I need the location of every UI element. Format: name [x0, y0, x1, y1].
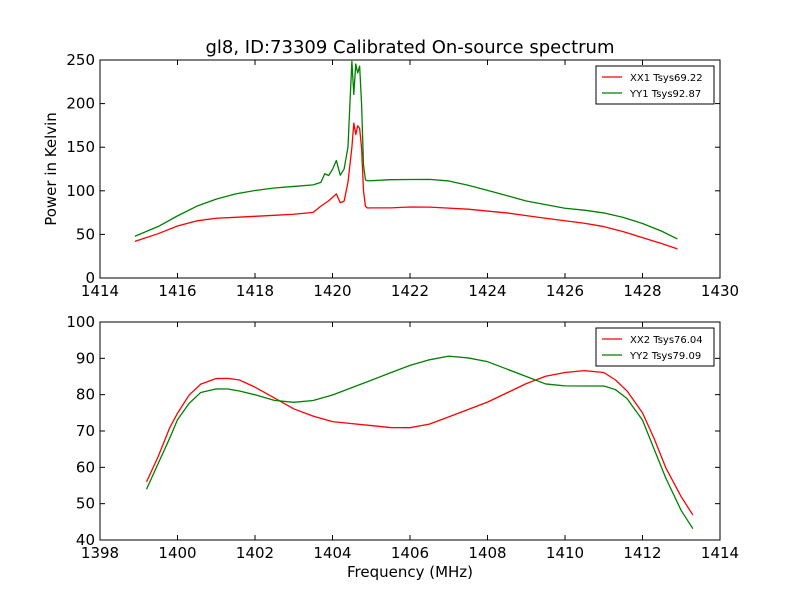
- series-line-xx: [134, 122, 678, 250]
- series-line-yy: [134, 60, 678, 240]
- bottom-plot: 1398 1400 1402 1404 1406 1408 1410 1412 1414 40 50…: [66, 313, 739, 581]
- y-tick-label: 250: [66, 51, 95, 69]
- series-line-yy: [145, 355, 694, 530]
- y-tick-label: 50: [76, 495, 95, 513]
- y-tick-label: 70: [76, 422, 95, 440]
- legend-label: XX2 Tsys76.04: [630, 335, 703, 346]
- legend-label: YY2 Tsys79.09: [629, 351, 701, 362]
- top-plot: 1414 1416 1418 1420 1422 1424 1426 1428 1430 0 50 1…: [42, 51, 739, 300]
- x-tick-label: 1424: [468, 282, 506, 300]
- x-tick-label: 1420: [313, 282, 351, 300]
- x-tick-label: 1416: [158, 282, 196, 300]
- figure-title: gl8, ID:73309 Calibrated On-source spect…: [205, 37, 614, 58]
- y-tick-label: 200: [66, 95, 95, 113]
- x-axis-label: Frequency (MHz): [347, 563, 473, 581]
- legend-label: YY1 Tsys92.87: [629, 89, 701, 100]
- y-axis-label: Power in Kelvin: [42, 112, 60, 226]
- y-tick-label: 0: [85, 269, 95, 287]
- series-line-xx: [145, 369, 694, 516]
- y-tick-label: 60: [76, 458, 95, 476]
- x-tick-label: 1406: [391, 544, 429, 562]
- x-tick-label: 1402: [236, 544, 274, 562]
- x-tick-label: 1426: [546, 282, 584, 300]
- legend: XX2 Tsys76.04 YY2 Tsys79.09: [595, 327, 715, 367]
- x-tick-label: 1404: [313, 544, 351, 562]
- x-tick-label: 1414: [701, 544, 739, 562]
- y-tick-label: 100: [66, 182, 95, 200]
- x-tick-label: 1410: [546, 544, 584, 562]
- y-tick-label: 80: [76, 386, 95, 404]
- legend-box: [595, 327, 715, 367]
- legend: XX1 Tsys69.22 YY1 Tsys92.87: [595, 65, 715, 105]
- x-tick-label: 1398: [81, 544, 119, 562]
- x-tick-label: 1400: [158, 544, 196, 562]
- x-tick-label: 1408: [468, 544, 506, 562]
- y-tick-label: 40: [76, 531, 95, 549]
- y-tick-label: 100: [66, 313, 95, 331]
- y-tick-label: 90: [76, 349, 95, 367]
- legend-label: XX1 Tsys69.22: [630, 73, 703, 84]
- x-tick-label: 1412: [623, 544, 661, 562]
- x-tick-label: 1430: [701, 282, 739, 300]
- x-tick-label: 1418: [236, 282, 274, 300]
- x-tick-label: 1428: [623, 282, 661, 300]
- y-tick-label: 50: [76, 225, 95, 243]
- x-tick-label: 1422: [391, 282, 429, 300]
- x-tick-label: 1414: [81, 282, 119, 300]
- legend-box: [595, 65, 715, 105]
- y-tick-label: 150: [66, 138, 95, 156]
